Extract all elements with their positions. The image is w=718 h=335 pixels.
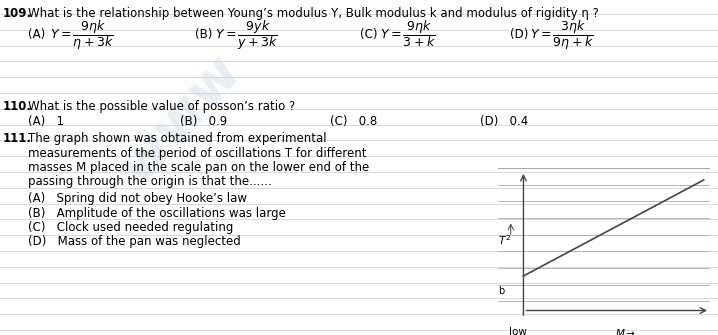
Text: (A)   1: (A) 1 (28, 115, 64, 128)
Text: $Y = \dfrac{9\eta k}{3 + k}$: $Y = \dfrac{9\eta k}{3 + k}$ (380, 18, 436, 49)
Text: $Y = \dfrac{9\eta k}{\eta +3k}$: $Y = \dfrac{9\eta k}{\eta +3k}$ (50, 18, 114, 52)
Text: www: www (108, 45, 251, 195)
Text: (A)   Spring did not obey Hooke’s law: (A) Spring did not obey Hooke’s law (28, 192, 247, 205)
Text: (B): (B) (195, 28, 213, 41)
Text: (D): (D) (510, 28, 528, 41)
Text: What is the possible value of posson’s ratio ?: What is the possible value of posson’s r… (28, 100, 295, 113)
Text: measurements of the period of oscillations T for different: measurements of the period of oscillatio… (28, 146, 366, 159)
Text: (C)   Clock used needed regulating: (C) Clock used needed regulating (28, 221, 233, 234)
Text: (B)   0.9: (B) 0.9 (180, 115, 228, 128)
Text: 109.: 109. (3, 7, 32, 20)
Text: $Y = \dfrac{9yk}{y +3k}$: $Y = \dfrac{9yk}{y +3k}$ (215, 18, 279, 52)
Text: passing through the origin is that the......: passing through the origin is that the..… (28, 176, 271, 189)
Text: $T^2$: $T^2$ (498, 233, 511, 247)
Text: 111.: 111. (3, 132, 32, 145)
Text: (B)   Amplitude of the oscillations was large: (B) Amplitude of the oscillations was la… (28, 206, 286, 219)
Text: What is the relationship between Young’s modulus Y, Bulk modulus k and modulus o: What is the relationship between Young’s… (28, 7, 599, 20)
Text: $M \rightarrow$: $M \rightarrow$ (615, 327, 636, 335)
Text: (D)   Mass of the pan was neglected: (D) Mass of the pan was neglected (28, 236, 241, 249)
Text: b: b (498, 286, 504, 296)
Text: masses M placed in the scale pan on the lower end of the: masses M placed in the scale pan on the … (28, 161, 369, 174)
Text: (A): (A) (28, 28, 45, 41)
Text: 110.: 110. (3, 100, 32, 113)
Text: The graph shown was obtained from experimental: The graph shown was obtained from experi… (28, 132, 327, 145)
Text: $Y = \dfrac{3\eta k}{9\eta + k}$: $Y = \dfrac{3\eta k}{9\eta + k}$ (530, 18, 594, 52)
Text: (D)   0.4: (D) 0.4 (480, 115, 528, 128)
Text: (C): (C) (360, 28, 378, 41)
Text: low: low (508, 327, 526, 335)
Text: (C)   0.8: (C) 0.8 (330, 115, 377, 128)
